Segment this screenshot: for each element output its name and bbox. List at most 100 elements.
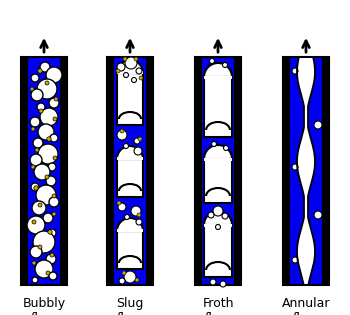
Circle shape [139, 76, 143, 80]
Circle shape [210, 59, 215, 64]
Circle shape [43, 213, 53, 223]
Bar [21, 57, 67, 285]
Circle shape [135, 278, 139, 282]
Wedge shape [117, 146, 143, 159]
Circle shape [116, 69, 120, 73]
Text: Bubbly
flow: Bubbly flow [22, 297, 65, 315]
Circle shape [119, 278, 125, 284]
Circle shape [38, 69, 42, 73]
Circle shape [30, 87, 34, 91]
Circle shape [31, 165, 35, 169]
Circle shape [47, 137, 51, 141]
Circle shape [134, 138, 140, 144]
Circle shape [37, 103, 45, 111]
Circle shape [38, 144, 58, 164]
Circle shape [46, 271, 50, 275]
Circle shape [46, 67, 62, 83]
Circle shape [30, 117, 40, 127]
Wedge shape [117, 218, 143, 231]
Circle shape [120, 129, 124, 133]
Circle shape [40, 62, 50, 72]
Circle shape [138, 137, 142, 141]
Bar [146, 57, 153, 285]
Bar [21, 57, 28, 285]
Bar [107, 57, 153, 285]
Circle shape [45, 175, 49, 179]
Circle shape [136, 68, 142, 74]
Circle shape [32, 220, 36, 224]
Circle shape [45, 81, 49, 85]
Circle shape [46, 254, 56, 264]
Circle shape [33, 138, 43, 148]
Circle shape [48, 229, 56, 237]
Circle shape [30, 154, 42, 166]
Circle shape [223, 62, 228, 67]
Bar [204, 158, 232, 161]
Circle shape [35, 148, 39, 152]
Bar [204, 224, 232, 226]
Circle shape [49, 98, 59, 108]
Circle shape [222, 213, 228, 219]
Circle shape [292, 257, 298, 263]
Bar [117, 71, 143, 74]
Circle shape [208, 212, 214, 218]
Circle shape [27, 216, 45, 234]
Circle shape [216, 225, 220, 230]
Circle shape [210, 279, 216, 285]
Circle shape [314, 121, 322, 129]
Circle shape [125, 215, 130, 220]
Bar [283, 57, 329, 285]
Wedge shape [204, 211, 232, 225]
Circle shape [30, 246, 42, 258]
Circle shape [39, 109, 43, 113]
Circle shape [37, 79, 57, 99]
Circle shape [134, 147, 142, 155]
Bar [117, 159, 143, 197]
Circle shape [32, 201, 46, 215]
Circle shape [118, 203, 126, 211]
Circle shape [48, 230, 52, 234]
Bar [204, 77, 232, 137]
Circle shape [137, 213, 141, 217]
Bar [204, 225, 232, 277]
Circle shape [292, 164, 298, 170]
Circle shape [117, 130, 127, 140]
Circle shape [33, 231, 55, 253]
Circle shape [49, 272, 57, 280]
Bar [204, 76, 232, 78]
Text: Slug
flow: Slug flow [116, 297, 144, 315]
Circle shape [31, 74, 39, 82]
Bar [107, 57, 114, 285]
Circle shape [52, 194, 56, 198]
Circle shape [53, 117, 57, 121]
Text: Annular
flow: Annular flow [282, 297, 330, 315]
Circle shape [314, 211, 322, 219]
Bar [117, 231, 143, 269]
Circle shape [50, 253, 54, 257]
Circle shape [125, 57, 137, 69]
Circle shape [117, 201, 121, 205]
Circle shape [40, 108, 58, 126]
Circle shape [38, 245, 42, 249]
Circle shape [123, 57, 127, 61]
Bar [60, 57, 67, 285]
Circle shape [124, 271, 136, 283]
Circle shape [38, 203, 42, 207]
Bar [117, 157, 143, 160]
Bar [195, 57, 202, 285]
Bar [283, 57, 290, 285]
Circle shape [224, 146, 229, 151]
Circle shape [122, 271, 126, 275]
Circle shape [220, 281, 226, 287]
Circle shape [48, 163, 56, 171]
Circle shape [36, 185, 56, 205]
Circle shape [32, 277, 38, 283]
Bar [117, 229, 143, 232]
Circle shape [49, 197, 59, 207]
Text: Froth
flow: Froth flow [202, 297, 234, 315]
Polygon shape [290, 58, 304, 284]
Circle shape [34, 164, 50, 180]
Circle shape [38, 124, 54, 140]
Polygon shape [308, 58, 322, 284]
Circle shape [53, 156, 57, 160]
